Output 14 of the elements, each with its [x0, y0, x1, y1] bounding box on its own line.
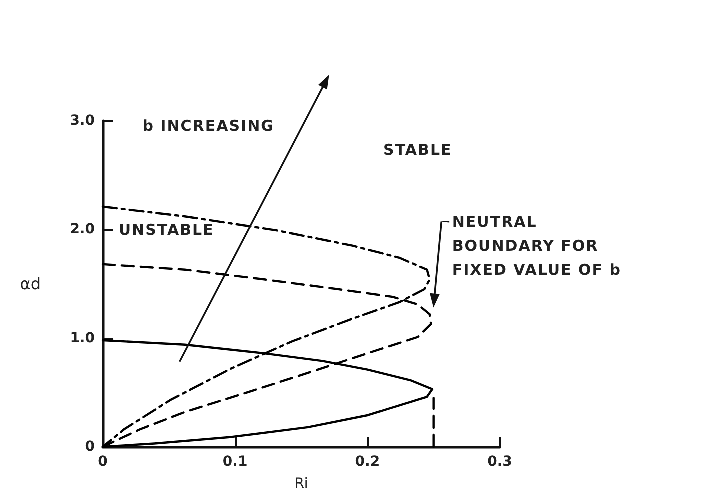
- annotation: NEUTRAL BOUNDARY FOR FIXED VALUE OF b: [452, 212, 622, 282]
- annotation: STABLE: [384, 140, 452, 162]
- y-tick-label: 3.0: [70, 113, 96, 129]
- y-tick-label: 2.0: [70, 222, 96, 238]
- x-tick-label: 0.3: [488, 454, 512, 470]
- y-tick-label: 1.0: [70, 330, 96, 346]
- annotation: b INCREASING: [142, 116, 274, 138]
- x-axis-title: Ri: [294, 476, 308, 492]
- y-axis-title: αd: [20, 274, 41, 294]
- x-tick-label: 0.2: [355, 454, 380, 470]
- x-tick-label: 0.1: [222, 454, 248, 470]
- x-tick-label: 0: [98, 454, 108, 470]
- annotation: UNSTABLE: [118, 220, 214, 241]
- y-tick-label: 0: [85, 439, 96, 455]
